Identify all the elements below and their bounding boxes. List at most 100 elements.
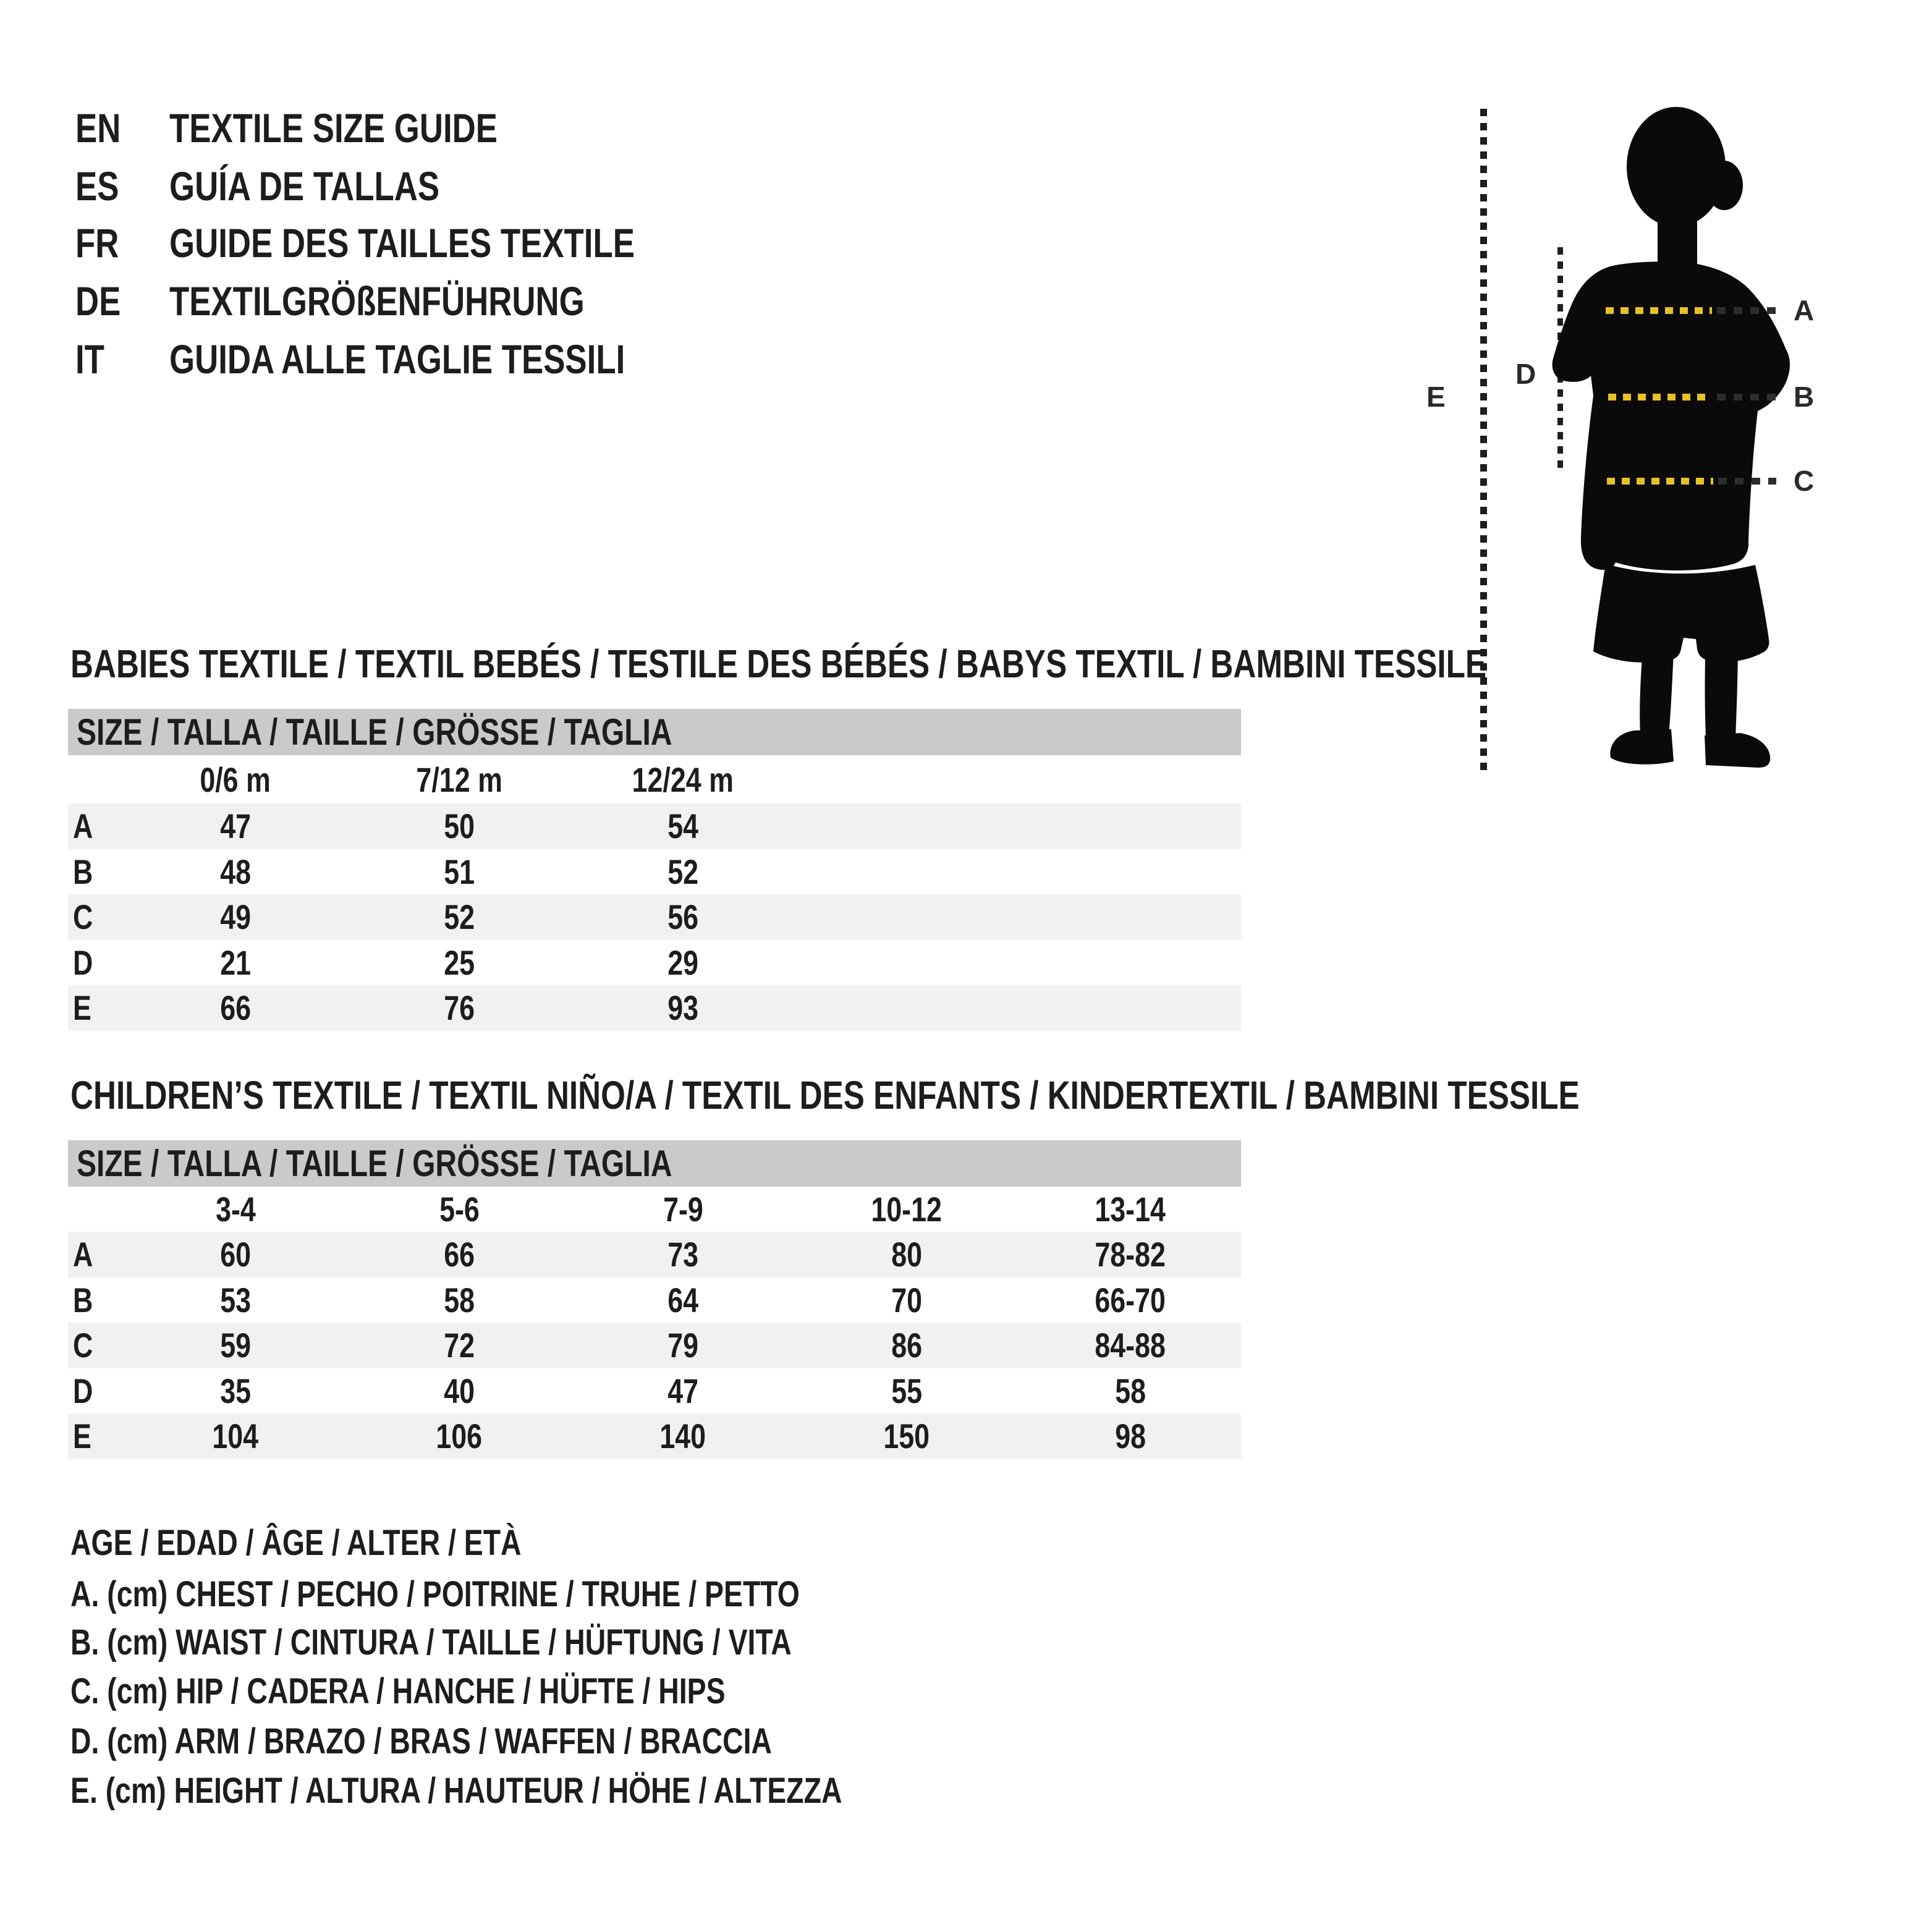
table-cell: 55	[891, 1371, 922, 1410]
children-section-title-text: CHILDREN’S TEXTILE / TEXTIL NIÑO/A / TEX…	[70, 1073, 1580, 1117]
table-cell: 86	[891, 1326, 922, 1365]
table-row: C 59 72 79 86 84-88	[68, 1323, 1241, 1368]
table-cell: 150	[883, 1417, 930, 1455]
waist-b-dash-yellow	[1608, 394, 1712, 400]
legend-arm: D. (cm) ARM / BRAZO / BRAS / WAFFEN / BR…	[70, 1721, 773, 1761]
language-code: FR	[75, 220, 119, 266]
table-cell: 76	[444, 988, 475, 1027]
table-row: A 47 50 54	[68, 803, 1241, 849]
babies-size-header-text: SIZE / TALLA / TAILLE / GRÖSSE / TAGLIA	[77, 711, 672, 753]
table-row: D 35 40 47 55 58	[68, 1368, 1241, 1414]
children-column-header-row: 3-4 5-6 7-9 10-12 13-14	[68, 1187, 1241, 1232]
children-size-header-text: SIZE / TALLA / TAILLE / GRÖSSE / TAGLIA	[77, 1143, 672, 1184]
chest-a-dash-yellow	[1606, 307, 1712, 314]
table-cell: 73	[667, 1235, 698, 1274]
table-cell: 47	[220, 807, 251, 845]
shirt-shape	[1552, 261, 1790, 570]
table-cell: 66	[444, 1235, 475, 1274]
table-cell: 49	[220, 897, 251, 936]
column-header: 5-6	[439, 1190, 480, 1229]
row-label: D	[73, 1371, 93, 1410]
table-cell: 51	[444, 852, 475, 891]
table-cell: 106	[436, 1417, 483, 1455]
table-cell: 93	[667, 988, 698, 1027]
row-label: A	[73, 1235, 93, 1274]
legend-waist: B. (cm) WAIST / CINTURA / TAILLE / HÜFTU…	[70, 1622, 792, 1663]
waist-b-dash-dark	[1717, 394, 1776, 400]
right-leg	[1705, 638, 1738, 739]
figure-label-e: E	[1426, 381, 1446, 413]
row-label: E	[73, 1417, 91, 1455]
figure-label-d: D	[1515, 358, 1537, 390]
table-cell: 40	[444, 1371, 475, 1410]
column-header: 10-12	[871, 1190, 943, 1229]
children-section-title: CHILDREN’S TEXTILE / TEXTIL NIÑO/A / TEX…	[70, 1075, 1932, 1115]
table-cell: 72	[444, 1326, 475, 1365]
table-cell: 52	[667, 852, 698, 891]
table-cell: 53	[220, 1281, 251, 1320]
table-cell: 52	[444, 897, 475, 936]
column-header: 7/12 m	[416, 760, 502, 799]
row-label: B	[73, 1281, 93, 1320]
table-row: B 48 51 52	[68, 849, 1241, 895]
language-code: DE	[75, 278, 121, 324]
table-cell: 25	[444, 943, 475, 982]
babies-size-header-bar: SIZE / TALLA / TAILLE / GRÖSSE / TAGLIA	[68, 709, 1241, 755]
chest-a-dash-dark	[1717, 307, 1776, 314]
table-cell: 56	[667, 897, 698, 936]
table-cell: 60	[220, 1235, 251, 1274]
column-header: 3-4	[215, 1190, 256, 1229]
column-header: 0/6 m	[200, 760, 271, 799]
hip-c-dash-yellow	[1607, 478, 1713, 485]
shorts-shape	[1593, 564, 1769, 663]
babies-section-title: BABIES TEXTILE / TEXTIL BEBÉS / TESTILE …	[70, 644, 1841, 684]
guide-title-en: TEXTILE SIZE GUIDE	[169, 105, 498, 151]
table-cell: 58	[444, 1281, 475, 1320]
left-shoe	[1610, 729, 1674, 765]
table-cell: 64	[667, 1281, 698, 1320]
table-cell: 59	[220, 1326, 251, 1365]
guide-title-it: GUIDA ALLE TAGLIE TESSILI	[169, 336, 625, 382]
legend-height: E. (cm) HEIGHT / ALTURA / HAUTEUR / HÖHE…	[70, 1771, 842, 1811]
babies-section-title-text: BABIES TEXTILE / TEXTIL BEBÉS / TESTILE …	[70, 642, 1487, 686]
guide-title-fr: GUIDE DES TAILLES TEXTILE	[169, 220, 635, 266]
table-row: B 53 58 64 70 66-70	[68, 1277, 1241, 1323]
table-cell: 79	[667, 1326, 698, 1365]
table-row: E 66 76 93	[68, 985, 1241, 1031]
height-e-dotted-line	[1480, 109, 1487, 770]
table-row: E 104 106 140 150 98	[68, 1413, 1241, 1459]
figure-label-a: A	[1794, 294, 1815, 326]
column-header: 12/24 m	[632, 760, 734, 799]
figure-label-c: C	[1794, 465, 1815, 497]
legend-hip: C. (cm) HIP / CADERA / HANCHE / HÜFTE / …	[70, 1671, 726, 1711]
table-cell: 29	[667, 943, 698, 982]
table-cell: 70	[891, 1281, 922, 1320]
row-label: C	[73, 1326, 93, 1365]
legend-chest: A. (cm) CHEST / PECHO / POITRINE / TRUHE…	[70, 1574, 800, 1614]
column-header: 7-9	[663, 1190, 703, 1229]
table-cell: 98	[1115, 1417, 1146, 1455]
children-size-header-bar: SIZE / TALLA / TAILLE / GRÖSSE / TAGLIA	[68, 1140, 1241, 1187]
table-cell: 58	[1115, 1371, 1146, 1410]
language-code: ES	[75, 163, 119, 209]
guide-title-es: GUÍA DE TALLAS	[169, 163, 440, 209]
figure-label-b: B	[1794, 381, 1815, 413]
child-silhouette	[1552, 107, 1790, 768]
table-cell: 66	[220, 988, 251, 1027]
table-cell: 140	[659, 1417, 706, 1455]
table-row: A 60 66 73 80 78-82	[68, 1232, 1241, 1277]
table-row: D 21 25 29	[68, 940, 1241, 986]
language-code: IT	[75, 336, 104, 382]
row-label: A	[73, 807, 93, 845]
row-label: D	[73, 943, 93, 982]
hip-c-dash-dark	[1718, 478, 1776, 485]
babies-column-header-row: 0/6 m 7/12 m 12/24 m	[68, 758, 1241, 802]
table-cell: 78-82	[1095, 1235, 1166, 1274]
table-cell: 80	[891, 1235, 922, 1274]
guide-title-de: TEXTILGRÖßENFÜHRUNG	[169, 278, 585, 324]
table-row: C 49 52 56	[68, 894, 1241, 940]
row-label: B	[73, 852, 93, 891]
left-leg	[1640, 649, 1674, 735]
table-cell: 66-70	[1095, 1281, 1166, 1320]
